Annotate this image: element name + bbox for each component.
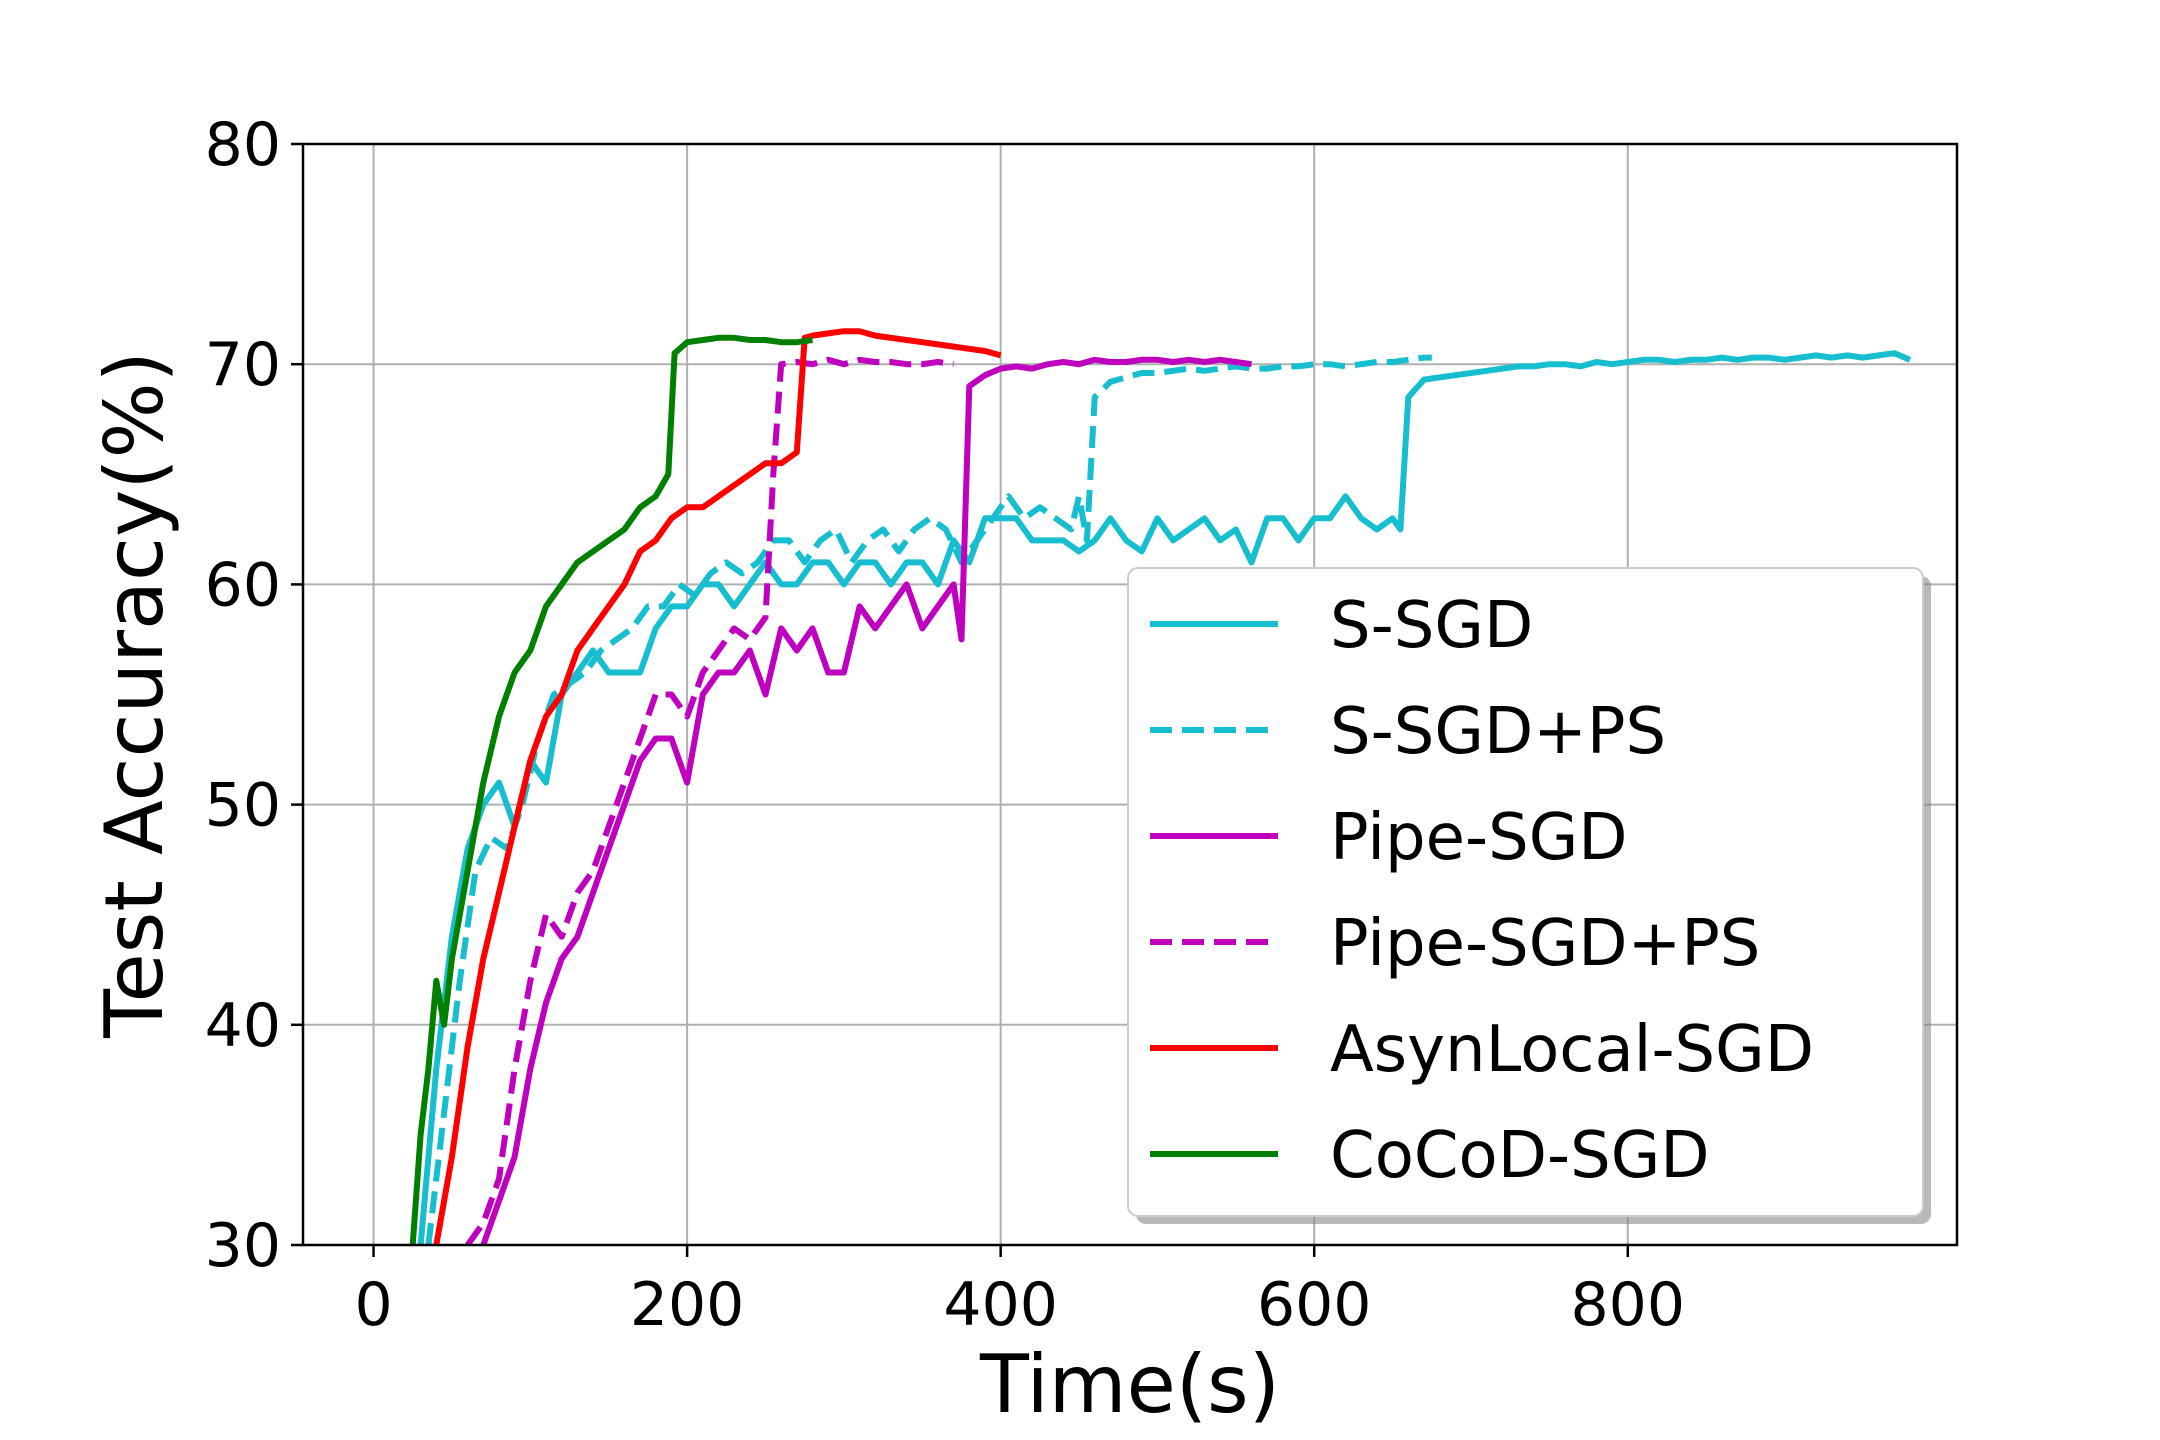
x-tick-label: 400: [943, 1270, 1058, 1340]
x-tick-label: 200: [630, 1270, 745, 1340]
y-tick-label: 80: [205, 110, 281, 180]
legend-label: Pipe-SGD+PS: [1330, 907, 1760, 981]
y-axis-ticks: 30 40 50 60 70 80: [205, 110, 303, 1281]
y-tick-label: 70: [205, 330, 281, 400]
plot-area: [409, 328, 1912, 1245]
x-tick-label: 800: [1571, 1270, 1686, 1340]
legend-label: S-SGD+PS: [1330, 695, 1666, 769]
plot-frame: [301, 142, 1959, 1247]
legend-label: S-SGD: [1330, 589, 1533, 663]
y-tick-label: 60: [205, 550, 281, 620]
x-axis-label: Time(s): [979, 1338, 1280, 1431]
x-tick-label: 600: [1257, 1270, 1372, 1340]
series-line-s-sgd-ps: [425, 354, 1432, 1245]
legend-label: Pipe-SGD: [1330, 801, 1628, 875]
y-tick-label: 50: [205, 771, 281, 841]
series-line-asynlocal-sgd: [433, 328, 1002, 1245]
x-tick-label: 0: [354, 1270, 392, 1340]
y-tick-label: 40: [205, 991, 281, 1061]
series-line-pipe-sgd-ps: [465, 356, 955, 1245]
y-tick-label: 30: [205, 1211, 281, 1281]
legend-box: [1127, 567, 1924, 1217]
series-line-s-sgd: [417, 350, 1912, 1245]
x-axis-ticks: 0 200 400 600 800: [354, 1245, 1685, 1340]
series-line-pipe-sgd: [480, 356, 1252, 1245]
series-line-cocod-sgd: [409, 334, 813, 1245]
legend-label: CoCoD-SGD: [1330, 1119, 1710, 1193]
legend: S-SGD S-SGD+PS Pipe-SGD Pipe-SGD+PS AsynLoca…: [1127, 567, 1931, 1224]
legend-label: AsynLocal-SGD: [1330, 1013, 1814, 1087]
y-axis-label: Test Accuracy(%): [88, 351, 181, 1039]
